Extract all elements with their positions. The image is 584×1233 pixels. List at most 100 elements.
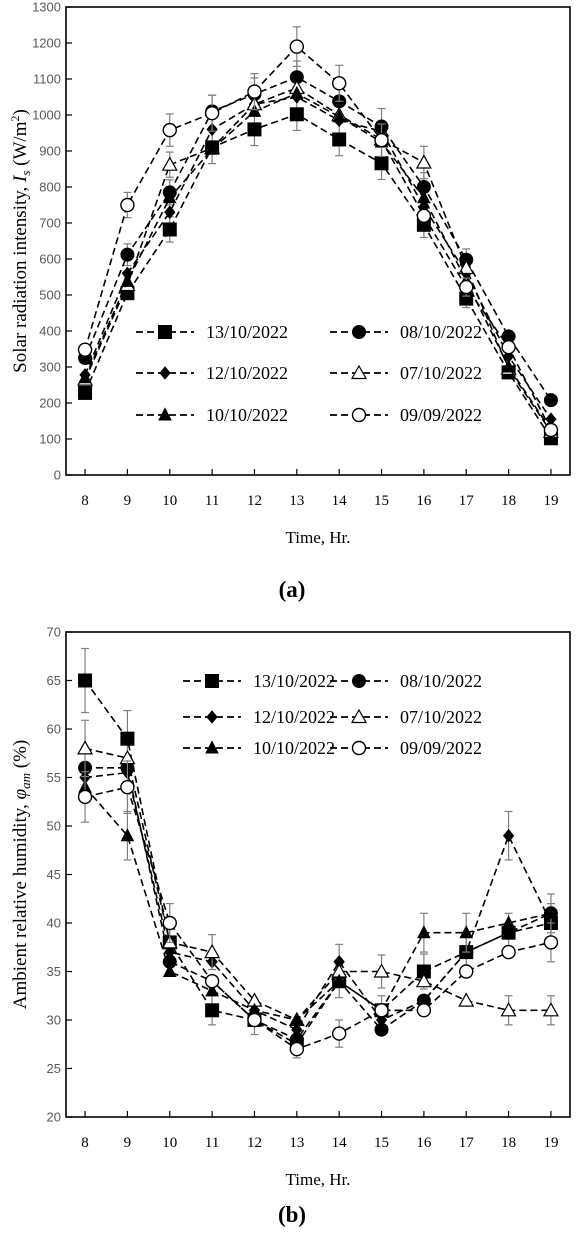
x-tick-label: 17 (459, 1135, 475, 1151)
data-point (500, 1002, 517, 1017)
legend-marker (352, 325, 366, 339)
y-tick-label: 65 (47, 673, 61, 688)
legend-item: 13/10/2022 (136, 322, 288, 342)
x-tick-label: 15 (374, 1135, 389, 1151)
legend-label: 08/10/2022 (400, 322, 482, 342)
y-tick-label: 50 (47, 819, 61, 834)
y-tick-label: 1300 (32, 0, 61, 15)
legend-item: 07/10/2022 (330, 363, 482, 383)
data-point (543, 935, 559, 950)
x-tick-label: 8 (81, 493, 89, 509)
y-tick-label: 30 (47, 1013, 61, 1028)
series-09-09-2022 (77, 26, 559, 438)
legend-marker (205, 740, 219, 754)
data-point (247, 84, 262, 99)
data-point (120, 197, 135, 213)
legend-item: 08/10/2022 (330, 671, 482, 691)
chart-panel-a: 0 100 200 300 400 500 600 700 800 900 1000 1100 1200… (8, 0, 571, 602)
x-axis-label: Time, Hr. (285, 528, 350, 547)
y-tick-label: 600 (39, 252, 61, 267)
data-point (78, 673, 93, 688)
data-point (162, 190, 177, 204)
data-point (416, 1003, 432, 1018)
y-axis-label: Solar radiation intensity, Is (W/m2) (8, 109, 33, 373)
data-point (120, 828, 135, 842)
data-point (161, 156, 178, 171)
y-tick-label: 60 (47, 722, 61, 737)
legend-marker (159, 366, 171, 380)
y-tick-label: 70 (47, 625, 61, 640)
data-point (415, 154, 432, 169)
data-point (331, 1026, 347, 1041)
series-line (84, 680, 552, 1046)
y-tick-label: 0 (54, 468, 61, 483)
legend-label: 07/10/2022 (400, 707, 482, 727)
y-tick-label: 400 (39, 324, 61, 339)
panel-label: (b) (278, 1202, 306, 1227)
data-point (501, 359, 516, 373)
data-point (374, 132, 389, 148)
legend-item: 12/10/2022 (136, 363, 288, 383)
x-tick-label: 16 (416, 493, 432, 509)
data-point (502, 828, 515, 843)
series-line (85, 766, 552, 1041)
data-point (332, 109, 347, 123)
legend-label: 13/10/2022 (206, 322, 288, 342)
data-point (77, 789, 93, 805)
y-tick-label: 1100 (33, 72, 61, 87)
legend-label: 07/10/2022 (400, 363, 482, 383)
data-point (289, 39, 305, 54)
x-tick-label: 10 (162, 493, 177, 509)
x-tick-label: 8 (81, 1135, 89, 1151)
y-tick-label: 55 (47, 770, 61, 785)
legend-label: 10/10/2022 (253, 738, 335, 758)
data-point (120, 780, 135, 795)
legend-label: 12/10/2022 (253, 707, 335, 727)
x-tick-label: 9 (124, 493, 132, 509)
y-tick-label: 1200 (32, 36, 61, 51)
y-tick-label: 200 (39, 396, 61, 411)
series-line (84, 87, 552, 433)
x-tick-label: 18 (501, 493, 516, 509)
data-point (542, 1002, 559, 1017)
x-tick-label: 15 (374, 493, 389, 509)
data-point (78, 370, 92, 384)
y-tick-label: 100 (39, 432, 61, 447)
data-point (459, 279, 474, 295)
data-point (204, 943, 221, 959)
x-tick-label: 14 (332, 493, 348, 509)
legend-label: 10/10/2022 (206, 405, 288, 425)
data-point (205, 1003, 220, 1018)
data-point (374, 156, 389, 171)
data-point (289, 1041, 305, 1057)
legend-item: 09/09/2022 (330, 738, 482, 758)
data-point (289, 1012, 304, 1026)
x-tick-label: 17 (459, 493, 475, 509)
data-point (459, 964, 474, 979)
legend-label: 12/10/2022 (206, 363, 288, 383)
data-point (415, 972, 432, 988)
data-point (417, 190, 431, 204)
legend-item: 10/10/2022 (183, 738, 335, 758)
legend-marker (352, 674, 366, 688)
data-point (416, 208, 432, 224)
data-point (458, 992, 475, 1007)
x-tick-label: 10 (162, 1135, 177, 1151)
x-tick-label: 9 (124, 1135, 132, 1151)
data-point (247, 103, 262, 117)
legend-label: 09/09/2022 (400, 738, 482, 758)
panel-label: (a) (279, 577, 306, 602)
y-tick-label: 25 (47, 1061, 61, 1076)
data-point (291, 1022, 303, 1037)
data-point (501, 340, 516, 355)
data-point (162, 963, 177, 977)
data-point (417, 925, 431, 939)
series-09-09-2022 (77, 760, 559, 1057)
y-tick-label: 700 (39, 216, 61, 231)
legend-item: 10/10/2022 (136, 405, 288, 425)
x-tick-label: 13 (289, 1135, 304, 1151)
data-point (332, 132, 347, 147)
x-tick-label: 11 (205, 493, 219, 509)
series-line (84, 747, 551, 1021)
